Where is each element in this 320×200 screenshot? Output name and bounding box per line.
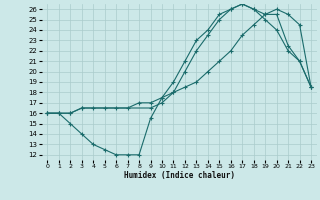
X-axis label: Humidex (Indice chaleur): Humidex (Indice chaleur) bbox=[124, 171, 235, 180]
